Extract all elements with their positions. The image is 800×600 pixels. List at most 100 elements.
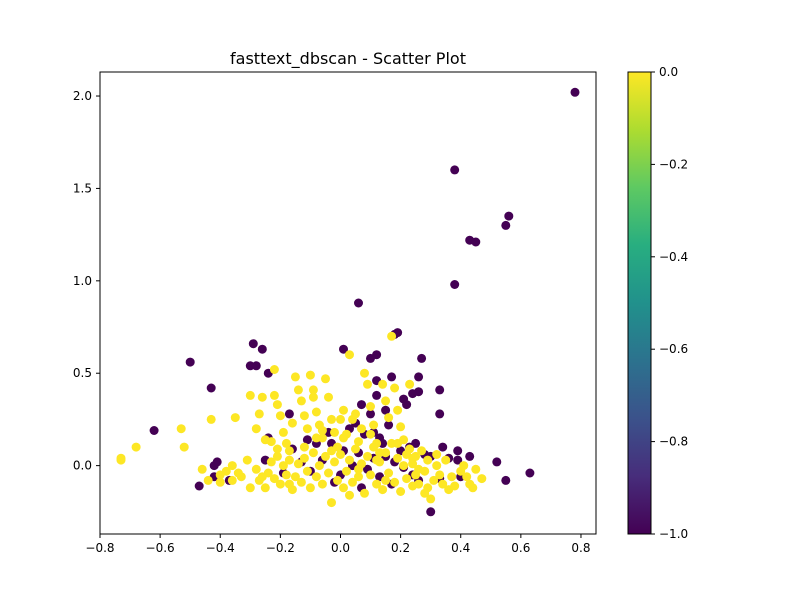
y-tick-label: 0.5 (73, 366, 92, 380)
data-point (251, 464, 261, 474)
data-point (333, 475, 342, 485)
data-point (311, 433, 321, 443)
data-point (272, 400, 282, 410)
data-point (408, 389, 418, 399)
data-point (384, 420, 394, 430)
data-point (432, 450, 442, 459)
data-point (396, 422, 406, 432)
data-point (504, 211, 514, 221)
x-tick-label: −0.2 (266, 541, 295, 555)
data-point (254, 409, 264, 419)
x-tick-label: 0.0 (331, 541, 350, 555)
x-tick-label: 0.2 (391, 541, 410, 555)
data-point (345, 490, 354, 500)
data-point (317, 426, 327, 435)
x-tick-label: 0.6 (511, 541, 530, 555)
data-point (245, 390, 255, 400)
data-point (387, 331, 397, 341)
data-point (453, 455, 463, 465)
data-point (411, 438, 421, 448)
data-point (366, 402, 375, 411)
data-point (308, 448, 318, 458)
data-point (327, 498, 336, 508)
data-point (212, 457, 222, 467)
y-tick-label: 1.0 (73, 274, 92, 288)
data-point (293, 459, 303, 469)
data-point (393, 453, 403, 463)
data-point (284, 409, 294, 419)
data-point (203, 475, 213, 485)
data-point (423, 455, 433, 465)
data-point (390, 383, 400, 393)
data-point (248, 339, 258, 349)
data-point (230, 413, 240, 423)
data-point (339, 483, 348, 493)
data-point (342, 466, 351, 476)
data-point (305, 483, 315, 493)
data-point (330, 457, 339, 467)
data-point (396, 487, 406, 496)
data-point (194, 481, 204, 491)
data-point (360, 488, 369, 498)
data-point (275, 411, 285, 421)
colorbar-tick-label: −0.2 (659, 157, 688, 171)
data-point (296, 477, 306, 487)
data-point (260, 483, 270, 493)
data-point (429, 475, 439, 485)
data-point (116, 453, 126, 463)
data-point (381, 475, 391, 485)
data-point (272, 451, 282, 461)
data-point (131, 442, 141, 452)
data-point (281, 470, 291, 480)
data-point (327, 446, 336, 456)
data-point (302, 466, 312, 476)
data-point (308, 392, 318, 402)
data-point (339, 405, 348, 415)
data-point (206, 414, 216, 424)
data-point (471, 237, 481, 247)
data-point (570, 87, 580, 97)
data-point (387, 372, 397, 382)
data-point (462, 472, 472, 482)
data-point (447, 472, 457, 482)
data-point (357, 424, 366, 434)
y-tick-label: 0.0 (73, 459, 92, 473)
data-point (432, 461, 442, 471)
data-point (402, 400, 412, 410)
data-point (366, 470, 375, 480)
data-point (381, 405, 391, 415)
data-point (321, 374, 330, 384)
data-point (459, 461, 469, 471)
data-point (266, 457, 276, 467)
colorbar-tick-label: −1.0 (659, 527, 688, 541)
data-point (414, 464, 424, 474)
data-point (363, 379, 372, 389)
x-tick-label: 0.4 (451, 541, 470, 555)
data-point (354, 437, 363, 447)
data-point (324, 392, 333, 402)
data-point (330, 427, 339, 437)
x-tick-label: −0.8 (85, 541, 114, 555)
data-point (465, 451, 475, 461)
data-point (492, 457, 502, 467)
data-point (321, 451, 330, 461)
data-point (372, 455, 382, 465)
data-point (269, 365, 279, 374)
data-point (366, 353, 375, 363)
data-point (302, 435, 312, 445)
data-point (278, 461, 288, 471)
colorbar-ticks: 0.0 −0.2 −0.4 −0.6 −0.8 −1.0 (651, 65, 688, 541)
data-point (417, 353, 427, 363)
data-point (501, 475, 511, 485)
data-point (299, 442, 309, 452)
data-point (221, 466, 231, 476)
data-point (426, 494, 436, 504)
data-point (345, 455, 354, 465)
data-point (287, 418, 297, 428)
x-tick-label: 0.8 (571, 541, 590, 555)
data-point (269, 474, 279, 484)
data-point (408, 481, 418, 491)
data-point (351, 444, 360, 454)
data-point (417, 446, 427, 456)
data-point (435, 385, 445, 395)
